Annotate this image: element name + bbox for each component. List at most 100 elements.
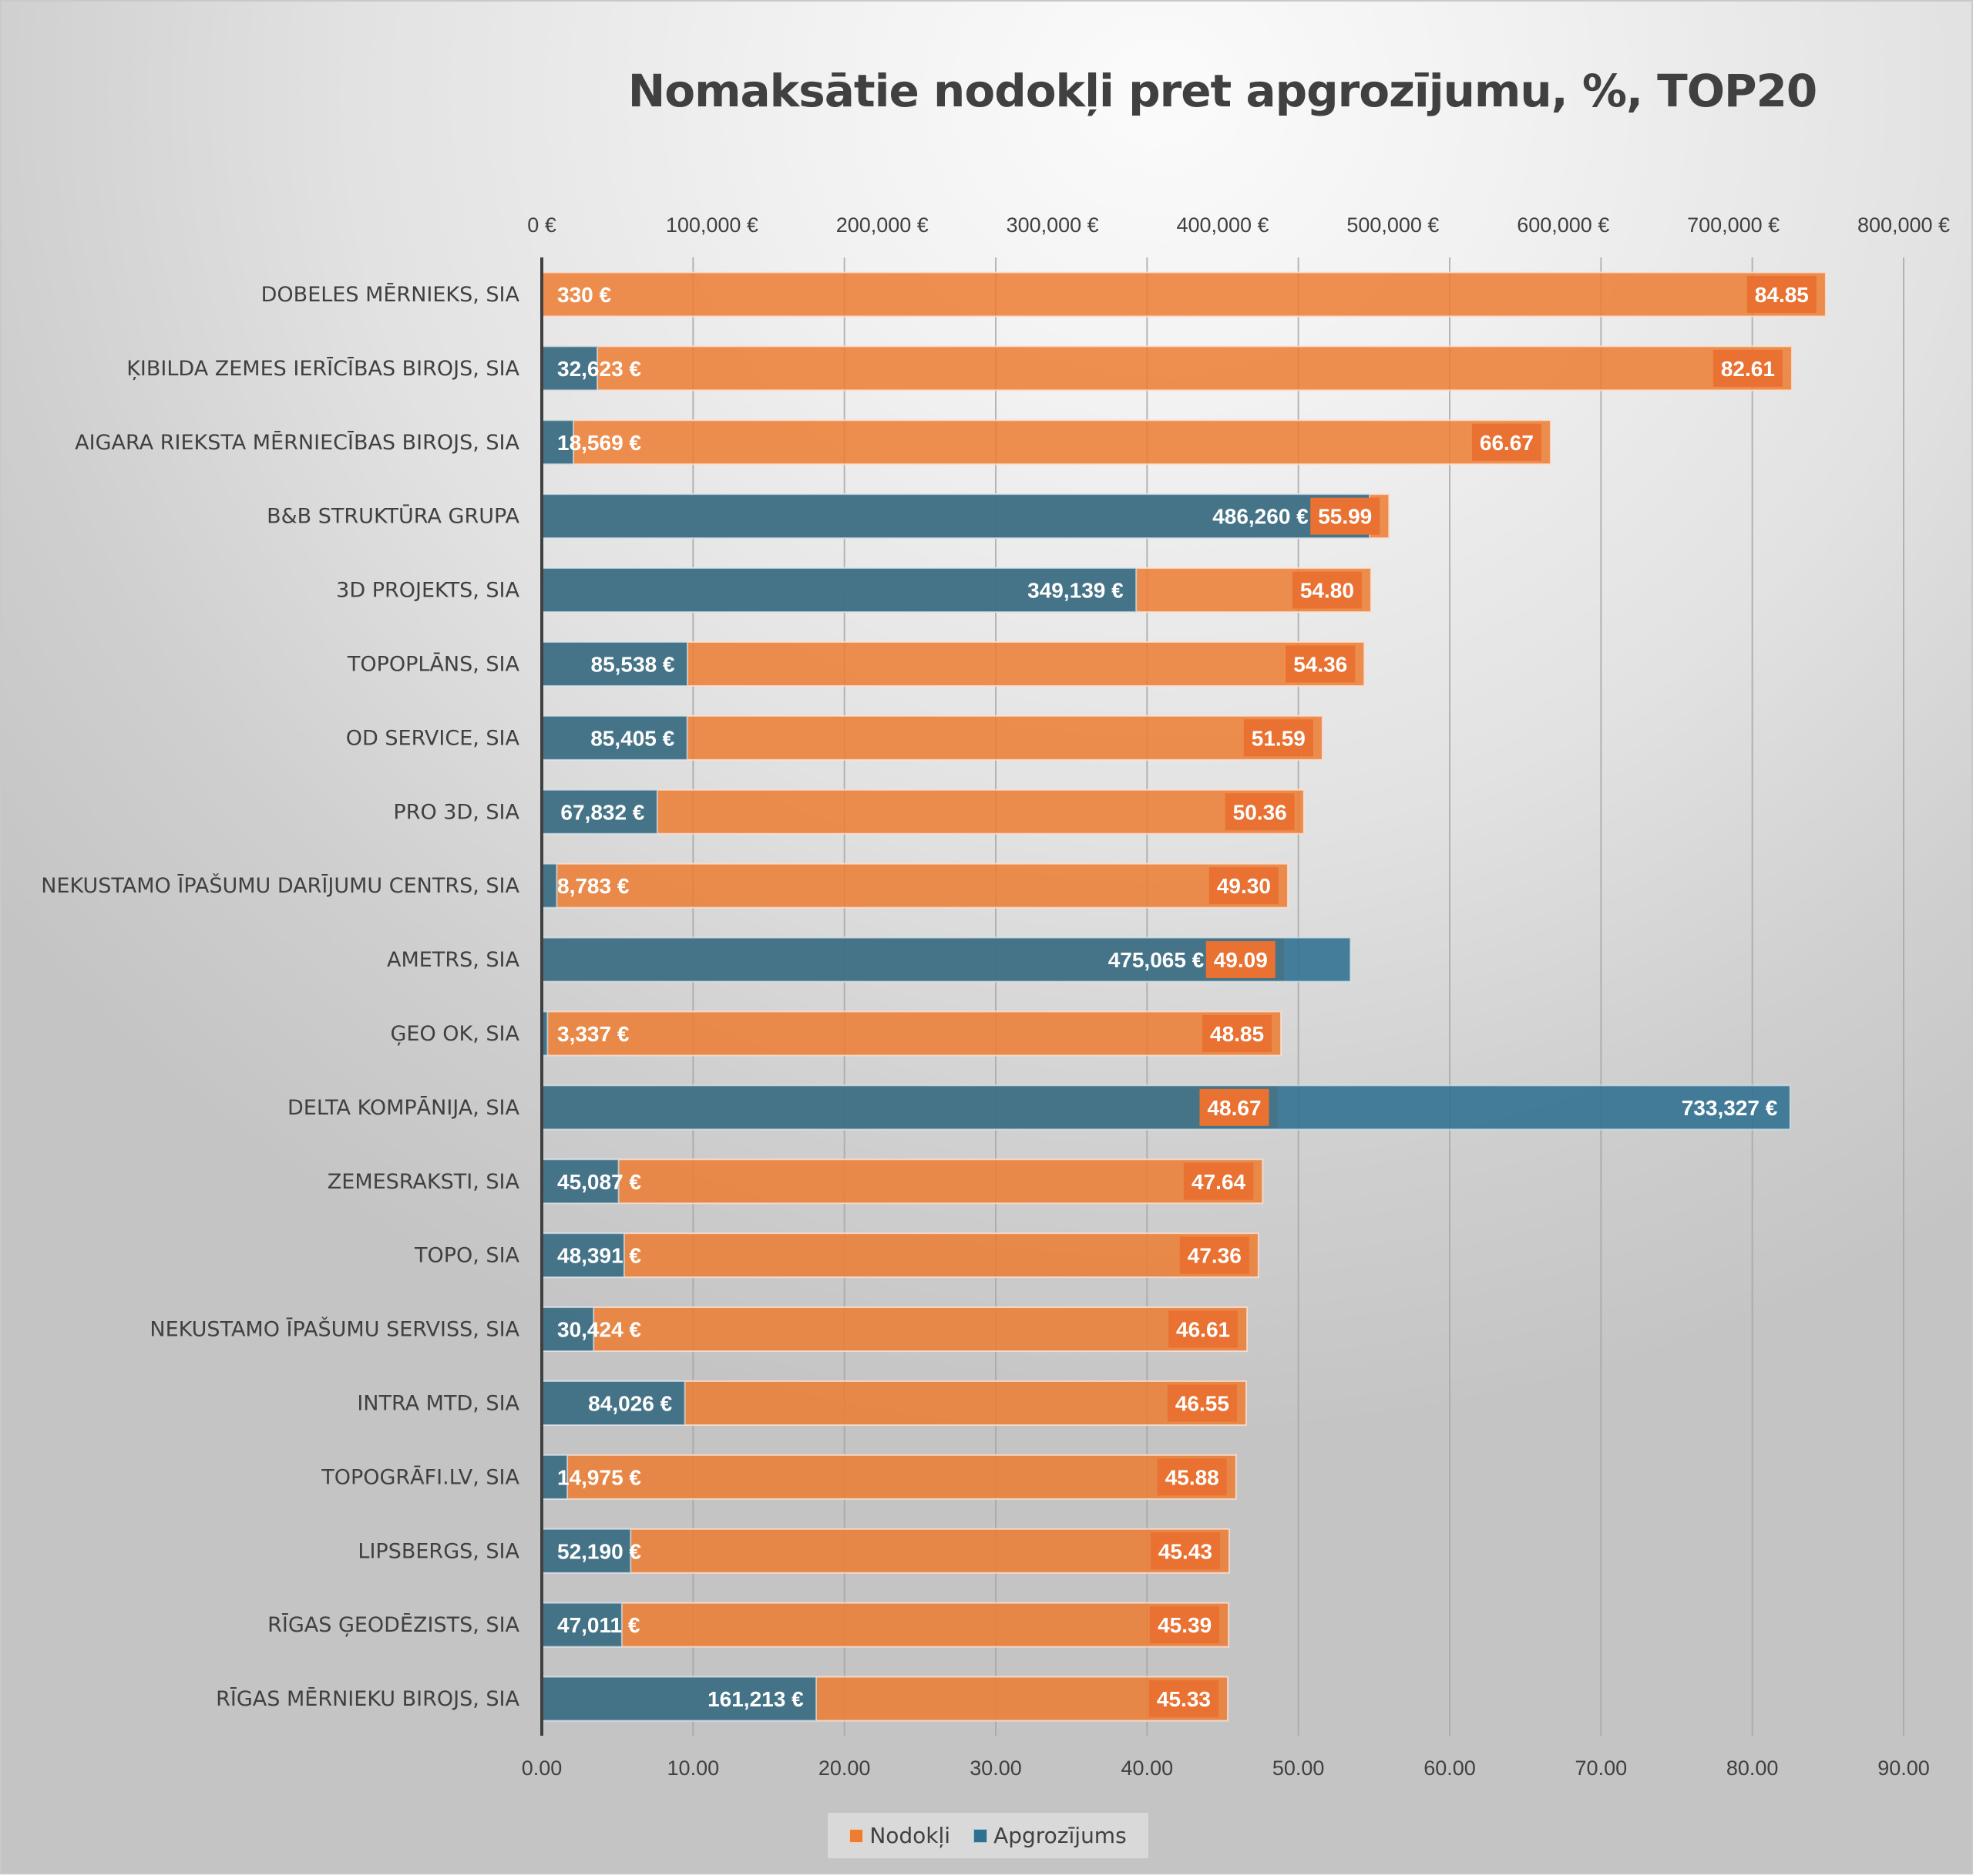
data-label-box-nodokli	[1286, 645, 1356, 683]
data-label-apgrozijums: 85,405 €	[590, 726, 674, 750]
legend-swatch-apgrozijums	[973, 1828, 988, 1843]
chart-title: Nomaksātie nodokļi pret apgrozījumu, %, …	[627, 65, 1818, 117]
category-label: LIPSBERGS, SIA	[358, 1539, 519, 1563]
x-bottom-tick-label: 0.00	[522, 1757, 563, 1780]
data-label-box-nodokli	[1471, 423, 1541, 461]
bar-nodokli	[541, 1602, 1230, 1648]
category-label: ZEMESRAKSTI, SIA	[328, 1170, 520, 1194]
data-label-apgrozijums: 161,213 €	[708, 1687, 804, 1711]
x-top-tick-label: 600,000 €	[1517, 213, 1609, 237]
data-label-nodokli: 47.64	[1192, 1170, 1245, 1194]
bar-nodokli	[541, 1528, 1230, 1574]
data-label-apgrozijums: 48,391 €	[557, 1244, 641, 1268]
x-top-tick-label: 0 €	[527, 213, 556, 237]
category-label: B&B STRUKTŪRA GRUPA	[267, 505, 519, 529]
bar-apgrozijums	[541, 1306, 595, 1353]
data-label-box-nodokli	[1225, 793, 1295, 831]
data-label-box-nodokli	[1202, 1014, 1272, 1052]
data-label-nodokli: 47.36	[1188, 1244, 1242, 1268]
category-label: NEKUSTAMO ĪPAŠUMU DARĪJUMU CENTRS, SIA	[41, 873, 519, 898]
bar-nodokli	[541, 1454, 1237, 1500]
data-label-apgrozijums: 3,337 €	[557, 1022, 630, 1046]
bar-nodokli	[541, 1306, 1249, 1353]
category-label: DELTA KOMPĀNIJA, SIA	[287, 1096, 520, 1120]
bar-nodokli	[541, 419, 1551, 466]
bar-nodokli	[541, 271, 1827, 318]
data-label-box-nodokli	[1205, 941, 1276, 979]
x-bottom-tick-label: 60.00	[1423, 1757, 1476, 1780]
category-label: ĢEO OK, SIA	[390, 1022, 519, 1046]
data-label-apgrozijums: 330 €	[557, 283, 611, 307]
data-label-box-nodokli	[1168, 1310, 1239, 1348]
data-label-nodokli: 84.85	[1755, 283, 1809, 307]
x-bottom-tick-label: 80.00	[1726, 1757, 1779, 1780]
x-bottom-tick-label: 20.00	[818, 1757, 871, 1780]
bar-apgrozijums	[541, 1084, 1791, 1131]
bar-nodokli	[541, 1010, 1282, 1057]
data-label-box-nodokli	[1150, 1532, 1220, 1570]
data-label-nodokli: 49.09	[1214, 948, 1268, 972]
category-label: INTRA MTD, SIA	[357, 1391, 519, 1415]
data-label-apgrozijums: 14,975 €	[557, 1465, 641, 1489]
data-label-nodokli: 48.67	[1207, 1096, 1261, 1120]
data-label-box-nodokli	[1310, 497, 1380, 535]
data-label-apgrozijums: 8,783 €	[557, 874, 630, 898]
data-label-nodokli: 49.30	[1217, 874, 1271, 898]
data-label-apgrozijums: 52,190 €	[557, 1539, 641, 1563]
data-label-nodokli: 45.88	[1165, 1465, 1219, 1489]
data-label-nodokli: 55.99	[1318, 505, 1372, 529]
data-label-apgrozijums: 30,424 €	[557, 1318, 641, 1342]
bar-apgrozijums	[541, 640, 688, 687]
data-label-apgrozijums: 84,026 €	[588, 1391, 672, 1415]
data-label-nodokli: 48.85	[1210, 1022, 1264, 1046]
legend-item-nodokli[interactable]: Nodokļi	[849, 1823, 950, 1848]
legend: Nodokļi Apgrozījums	[828, 1813, 1148, 1858]
category-label: AIGARA RIEKSTA MĒRNIECĪBAS BIROJS, SIA	[75, 431, 519, 455]
bar-apgrozijums	[541, 862, 558, 909]
data-label-apgrozijums: 486,260 €	[1212, 505, 1309, 529]
data-label-nodokli: 46.55	[1175, 1391, 1229, 1415]
data-label-nodokli: 54.36	[1293, 652, 1347, 676]
data-label-box-nodokli	[1713, 349, 1783, 387]
bar-apgrozijums	[541, 1602, 623, 1648]
x-top-tick-label: 400,000 €	[1176, 213, 1269, 237]
legend-label-apgrozijums: Apgrozījums	[993, 1823, 1127, 1848]
x-top-tick-label: 300,000 €	[1007, 213, 1099, 237]
data-label-apgrozijums: 67,832 €	[560, 800, 644, 824]
x-bottom-tick-label: 90.00	[1877, 1757, 1930, 1780]
legend-label-nodokli: Nodokļi	[869, 1823, 951, 1848]
data-label-box-nodokli	[1148, 1680, 1218, 1718]
data-label-apgrozijums: 18,569 €	[557, 431, 641, 455]
data-label-nodokli: 45.43	[1158, 1539, 1212, 1563]
bar-apgrozijums	[541, 788, 658, 835]
data-label-nodokli: 66.67	[1480, 431, 1534, 455]
bar-apgrozijums	[541, 419, 575, 466]
data-label-apgrozijums: 349,139 €	[1027, 579, 1124, 603]
x-top-tick-label: 500,000 €	[1346, 213, 1439, 237]
bar-apgrozijums	[541, 1676, 818, 1722]
category-label: 3D PROJEKTS, SIA	[336, 579, 519, 603]
data-label-box-nodokli	[1746, 275, 1817, 313]
x-bottom-tick-label: 50.00	[1272, 1757, 1325, 1780]
data-label-box-nodokli	[1167, 1384, 1237, 1422]
bar-apgrozijums	[541, 1528, 632, 1574]
category-label: DOBELES MĒRNIEKS, SIA	[261, 283, 520, 307]
data-label-box-nodokli	[1157, 1458, 1227, 1496]
x-top-tick-label: 100,000 €	[666, 213, 758, 237]
x-top-tick-label: 200,000 €	[836, 213, 929, 237]
x-bottom-tick-label: 10.00	[667, 1757, 720, 1780]
category-label: PRO 3D, SIA	[393, 800, 519, 824]
category-label: ĶIBILDA ZEMES IERĪCĪBAS BIROJS, SIA	[126, 357, 519, 381]
category-label: NEKUSTAMO ĪPAŠUMU SERVISS, SIA	[150, 1317, 519, 1342]
bar-nodokli	[541, 862, 1289, 909]
x-bottom-tick-label: 70.00	[1575, 1757, 1628, 1780]
data-label-apgrozijums: 32,623 €	[557, 357, 641, 381]
legend-item-apgrozijums[interactable]: Apgrozījums	[973, 1823, 1127, 1848]
category-label: TOPOGRĀFI.LV, SIA	[321, 1465, 519, 1489]
category-label: TOPO, SIA	[414, 1244, 520, 1268]
data-label-apgrozijums: 733,327 €	[1682, 1096, 1778, 1120]
data-label-box-nodokli	[1199, 1088, 1269, 1126]
category-label: TOPOPLĀNS, SIA	[347, 652, 520, 676]
